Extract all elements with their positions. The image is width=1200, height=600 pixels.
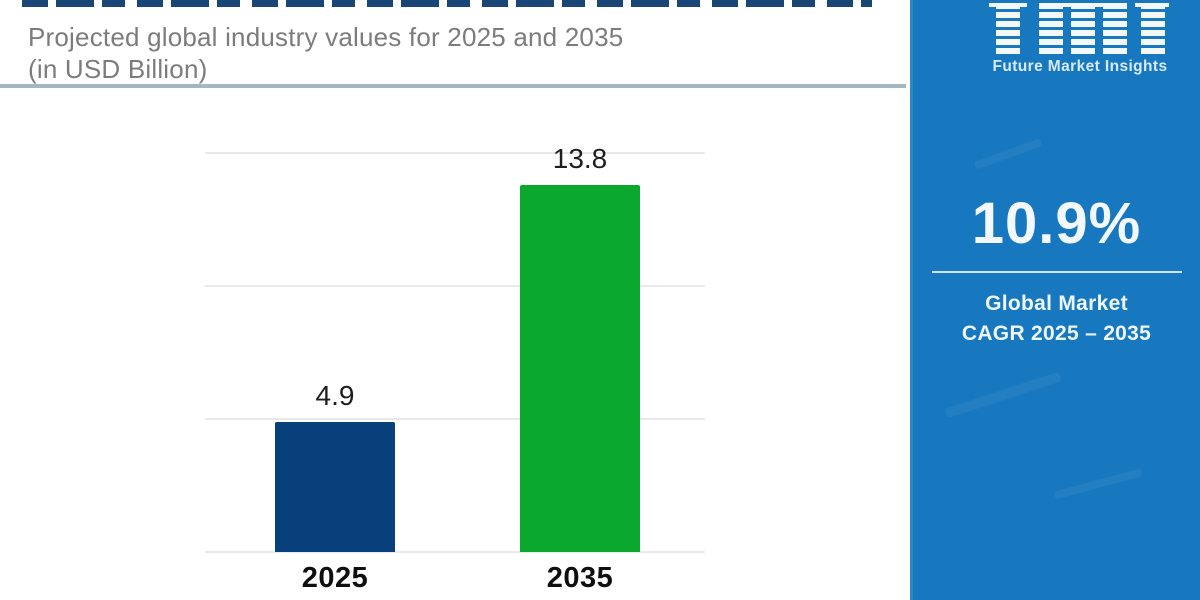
- fmi-logo: Future Market Insights: [980, 0, 1180, 76]
- cagr-caption-line2: CAGR 2025 – 2035: [961, 322, 1152, 346]
- cagr-value: 10.9%: [971, 191, 1142, 256]
- cagr-caption-line1: Global Market: [985, 292, 1128, 315]
- category-label-2035: 2035: [546, 562, 614, 594]
- gridline-0: [205, 551, 705, 553]
- cagr-block: 10.9% Global Market CAGR 2025 – 2035: [913, 190, 1200, 350]
- value-label-2025: 4.9: [315, 379, 355, 411]
- cagr-divider: [931, 271, 1182, 273]
- chart-title-line1: Projected global industry values for 202…: [28, 22, 624, 52]
- chart-region: Projected global industry values for 202…: [0, 0, 906, 594]
- chart-title: Projected global industry values for 202…: [28, 22, 868, 85]
- sidebar: Future Market Insights 10.9% Global Mark…: [910, 0, 1200, 600]
- fmi-logo-tagline: Future Market Insights: [992, 58, 1168, 75]
- fmi-logo-icon: [989, 0, 1169, 54]
- gridline-15: [205, 151, 705, 154]
- sidebar-texture: [944, 371, 1062, 419]
- clipped-heading-remnant: [22, 0, 872, 7]
- gridline-10: [205, 284, 705, 287]
- category-label-2025: 2025: [301, 562, 369, 594]
- plot-area: 4.9 2025 13.8 2035: [205, 143, 705, 594]
- bar-2035: [520, 184, 640, 552]
- bar-2025: [275, 421, 395, 552]
- value-label-2035: 13.8: [552, 142, 608, 174]
- sidebar-texture: [1053, 468, 1143, 500]
- sidebar-texture: [973, 138, 1043, 170]
- title-divider: [0, 84, 906, 88]
- gridline-5: [205, 417, 705, 420]
- chart-title-line2: (in USD Billion): [28, 53, 208, 84]
